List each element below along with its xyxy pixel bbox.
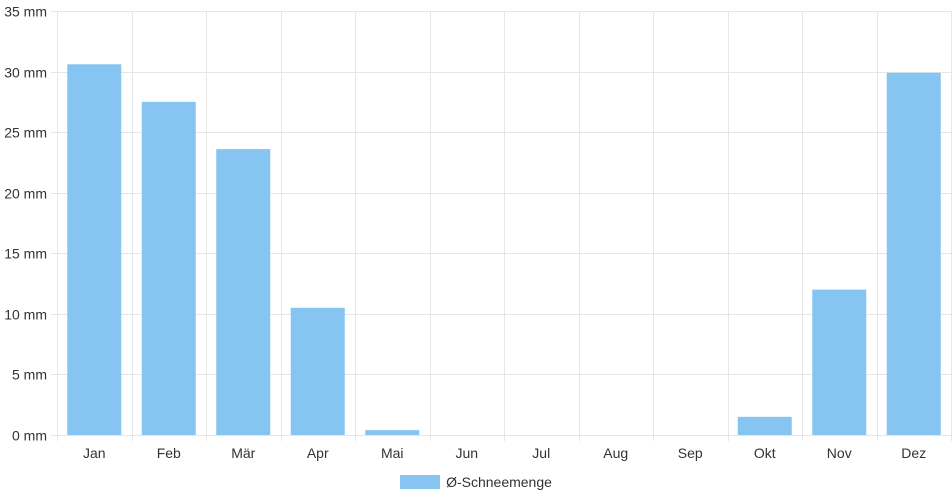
x-tick-label: Apr xyxy=(307,445,329,461)
grid-lines xyxy=(51,11,952,441)
x-tick-label: Nov xyxy=(827,445,852,461)
bar xyxy=(737,416,792,435)
legend-label[interactable]: Ø-Schneemenge xyxy=(446,474,552,490)
bar xyxy=(141,101,196,435)
y-tick-label: 35 mm xyxy=(4,4,47,20)
x-tick-label: Dez xyxy=(901,445,926,461)
x-tick-label: Sep xyxy=(678,445,703,461)
x-tick-label: Mai xyxy=(381,445,404,461)
bar xyxy=(216,149,271,436)
y-tick-label: 0 mm xyxy=(12,428,47,444)
legend[interactable]: Ø-Schneemenge xyxy=(0,470,952,494)
bar xyxy=(290,307,345,435)
bars xyxy=(67,64,941,436)
x-tick-label: Feb xyxy=(157,445,181,461)
x-tick-label: Mär xyxy=(231,445,255,461)
bar xyxy=(812,289,867,435)
y-tick-label: 20 mm xyxy=(4,186,47,202)
x-tick-label: Jan xyxy=(83,445,106,461)
y-tick-label: 10 mm xyxy=(4,307,47,323)
y-tick-label: 15 mm xyxy=(4,246,47,262)
x-tick-label: Aug xyxy=(603,445,628,461)
x-tick-label: Jun xyxy=(455,445,478,461)
x-tick-label: Okt xyxy=(754,445,776,461)
y-tick-label: 25 mm xyxy=(4,125,47,141)
x-tick-label: Jul xyxy=(532,445,550,461)
y-tick-label: 30 mm xyxy=(4,65,47,81)
bar xyxy=(365,430,420,435)
bar xyxy=(886,72,941,435)
axis-labels: 0 mm 5 mm 10 mm 15 mm 20 mm 25 mm 30 mm 35 mm Ja… xyxy=(4,4,926,462)
bar xyxy=(67,64,122,435)
legend-swatch[interactable] xyxy=(400,475,441,489)
y-tick-label: 5 mm xyxy=(12,367,47,383)
